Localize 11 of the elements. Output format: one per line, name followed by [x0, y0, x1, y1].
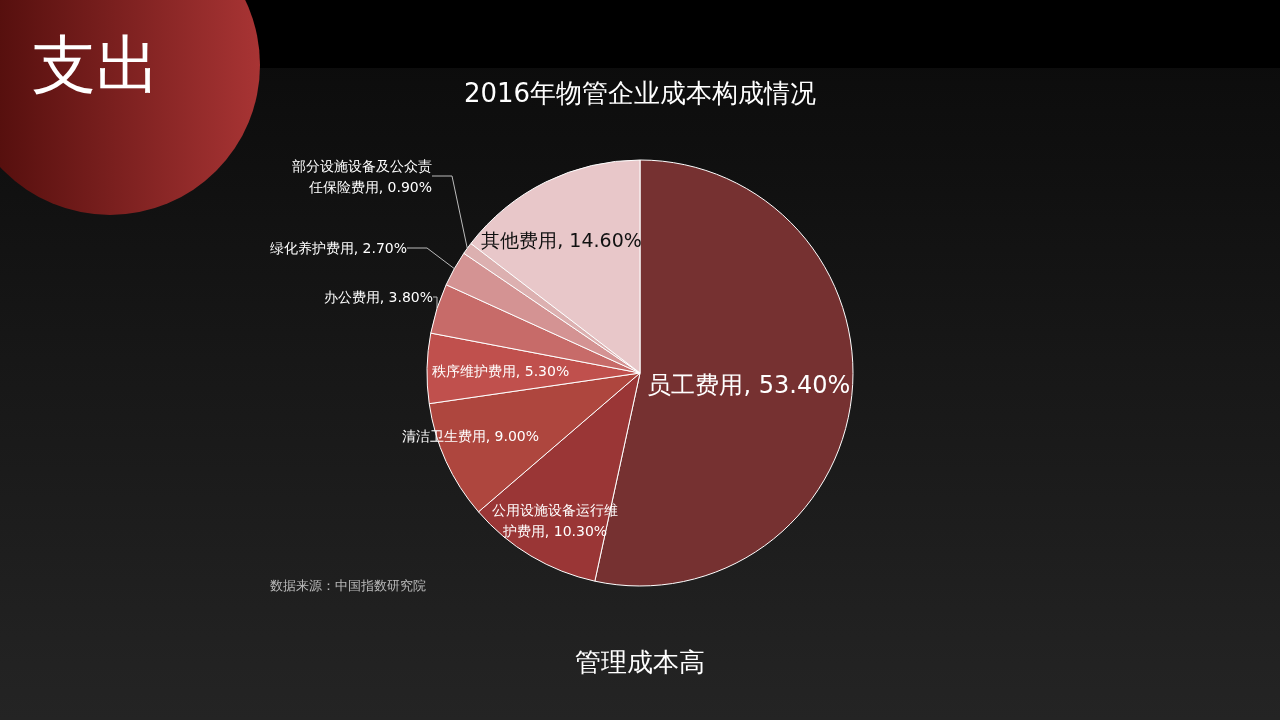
- slice-label: 秩序维护费用, 5.30%: [431, 362, 570, 379]
- slice-label: 绿化养护费用, 2.70%: [269, 240, 407, 256]
- source-note: 数据来源：中国指数研究院: [270, 577, 426, 595]
- slice-label: 员工费用, 53.40%: [647, 370, 851, 399]
- chart-title: 2016年物管企业成本构成情况: [463, 78, 817, 108]
- slice-label: 部分设施设备及公众责任保险费用, 0.90%: [292, 157, 432, 195]
- slice-label: 其他费用, 14.60%: [481, 228, 642, 251]
- slice-label: 清洁卫生费用, 9.00%: [401, 428, 540, 445]
- slice-label: 办公费用, 3.80%: [323, 289, 433, 305]
- text: 管理成本高: [574, 646, 706, 679]
- text: 支出: [32, 27, 160, 104]
